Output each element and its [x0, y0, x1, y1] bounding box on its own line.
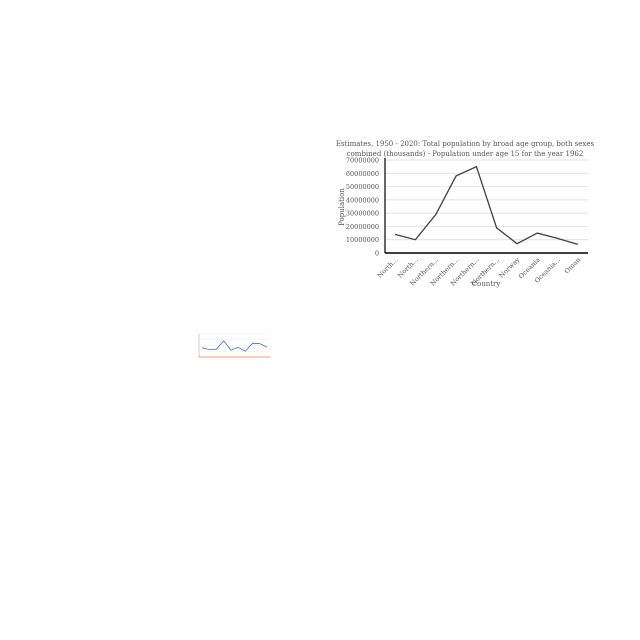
- chart-title-line-2: combined (thousands) - Population under …: [347, 150, 584, 158]
- chart-title-line-1: Estimates, 1950 - 2020: Total population…: [336, 140, 595, 148]
- y-tick-label: 40000000: [346, 196, 379, 204]
- x-axis-label: Country: [472, 280, 501, 288]
- thumbnail-series-line: [201, 340, 268, 352]
- series-line: [394, 165, 579, 246]
- y-tick-label: 20000000: [346, 223, 379, 231]
- y-tick-label: 50000000: [346, 183, 379, 191]
- y-axis-label: Population: [338, 188, 346, 226]
- y-tick-label: 70000000: [346, 157, 379, 165]
- y-tick-label: 60000000: [346, 170, 379, 178]
- y-tick-label: 10000000: [346, 236, 379, 244]
- y-tick-label: 0: [375, 250, 379, 258]
- y-tick-label: 30000000: [346, 210, 379, 218]
